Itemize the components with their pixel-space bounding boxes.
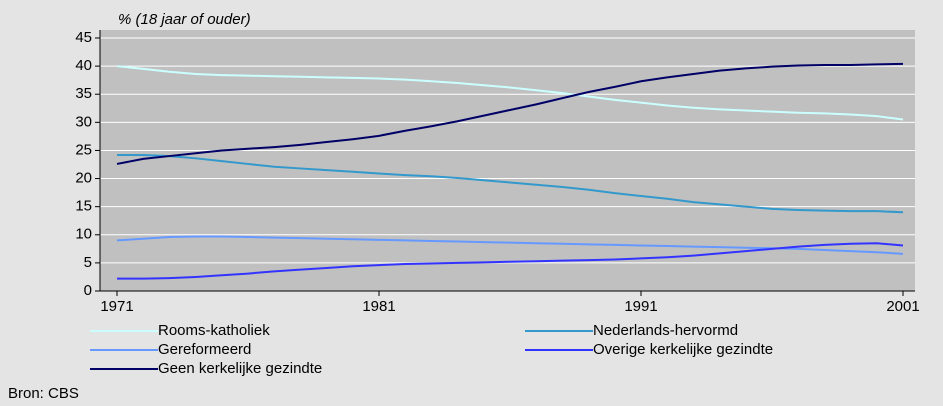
line-series: [117, 153, 904, 214]
x-tick-label: 1981: [362, 298, 395, 315]
chart-title: % (18 jaar of ouder): [118, 11, 251, 28]
line-series: [117, 242, 904, 280]
x-tick-label: 1971: [100, 298, 133, 315]
legend-label: Geen kerkelijke gezindte: [158, 360, 322, 377]
y-tick-label: 45: [75, 29, 92, 46]
legend-label: Gereformeerd: [158, 341, 251, 358]
line-series: [116, 62, 904, 165]
y-tick-label: 30: [75, 113, 92, 130]
x-tick-label: 1991: [624, 298, 657, 315]
y-tick-label: 40: [75, 57, 92, 74]
y-tick-label: 35: [75, 85, 92, 102]
y-tick-label: 10: [75, 226, 92, 243]
x-tick-label: 2001: [886, 298, 919, 315]
legend-label: Rooms-katholiek: [158, 322, 270, 339]
source: Bron: CBS: [8, 385, 79, 402]
line-series: [116, 65, 904, 121]
legend-label: Overige kerkelijke gezindte: [593, 341, 773, 358]
y-tick-label: 15: [75, 198, 92, 215]
y-tick-label: 25: [75, 141, 92, 158]
y-tick-label: 5: [84, 254, 92, 271]
legend-label: Nederlands-hervormd: [593, 322, 738, 339]
y-tick-label: 20: [75, 170, 92, 187]
y-tick-label: 0: [84, 282, 92, 299]
